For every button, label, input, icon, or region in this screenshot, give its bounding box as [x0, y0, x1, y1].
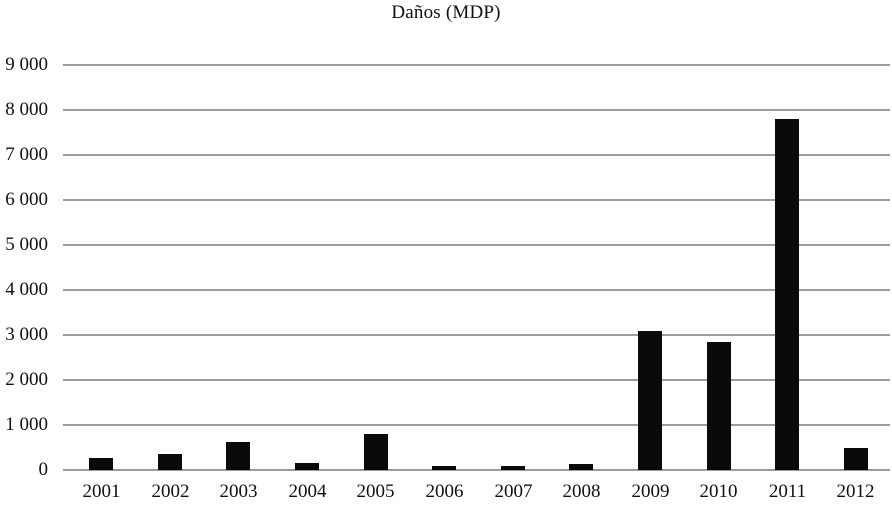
bar-2004 — [295, 463, 319, 470]
x-axis-tick-label-2001: 2001 — [82, 481, 121, 502]
bar-2006 — [432, 466, 456, 470]
gridline-8000 — [63, 109, 890, 111]
y-axis-tick-label: 2 000 — [5, 369, 48, 390]
gridline-4000 — [63, 289, 890, 291]
gridline-5000 — [63, 244, 890, 246]
y-axis-tick-label: 4 000 — [5, 279, 48, 300]
y-axis-tick-label: 7 000 — [5, 144, 48, 165]
y-axis-tick-label: 6 000 — [5, 189, 48, 210]
y-axis-tick-label: 0 — [38, 459, 49, 480]
gridline-0 — [63, 469, 890, 471]
gridline-6000 — [63, 199, 890, 201]
chart-title: Daños (MDP) — [391, 2, 501, 23]
y-axis-tick-label: 3 000 — [5, 324, 48, 345]
plot-area — [63, 64, 890, 471]
x-axis-tick-label-2011: 2011 — [768, 481, 807, 502]
x-axis-tick-label-2007: 2007 — [494, 481, 533, 502]
x-axis-tick-label-2004: 2004 — [288, 481, 327, 502]
y-axis-tick-label: 1 000 — [5, 414, 48, 435]
bar-2001 — [89, 458, 113, 470]
bar-2011 — [775, 119, 799, 470]
bar-2009 — [638, 331, 662, 470]
x-axis-tick-label-2012: 2012 — [836, 481, 875, 502]
gridline-2000 — [63, 379, 890, 381]
x-axis-tick-label-2006: 2006 — [425, 481, 464, 502]
y-axis-tick-label: 9 000 — [5, 54, 48, 75]
x-axis-tick-label-2005: 2005 — [356, 481, 395, 502]
x-axis-tick-label-2010: 2010 — [699, 481, 738, 502]
bar-2002 — [158, 454, 182, 470]
x-axis-tick-label-2002: 2002 — [151, 481, 190, 502]
bar-2010 — [707, 342, 731, 470]
bar-2007 — [501, 466, 525, 470]
x-axis-tick-label-2008: 2008 — [562, 481, 601, 502]
bar-2012 — [844, 448, 868, 470]
bar-2008 — [569, 464, 593, 470]
bar-2005 — [364, 434, 388, 470]
gridline-7000 — [63, 154, 890, 156]
bar-2003 — [226, 442, 250, 470]
y-axis-tick-label: 8 000 — [5, 99, 48, 120]
x-axis-tick-label-2009: 2009 — [631, 481, 670, 502]
x-axis-tick-label-2003: 2003 — [219, 481, 258, 502]
gridline-9000 — [63, 64, 890, 66]
y-axis-tick-label: 5 000 — [5, 234, 48, 255]
gridline-3000 — [63, 334, 890, 336]
gridline-1000 — [63, 424, 890, 426]
